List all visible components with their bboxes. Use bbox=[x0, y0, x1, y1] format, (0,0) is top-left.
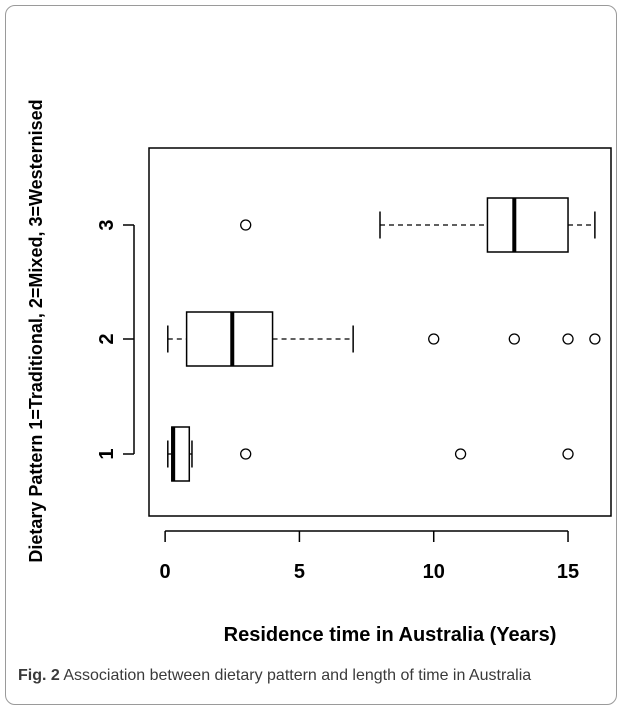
outlier-point bbox=[240, 219, 252, 231]
iqr-box bbox=[185, 311, 274, 367]
figure-caption: Fig. 2 Association between dietary patte… bbox=[18, 666, 616, 686]
y-axis-label: Dietary Pattern 1=Traditional, 2=Mixed, … bbox=[26, 99, 46, 562]
x-tick-label: 5 bbox=[294, 561, 305, 583]
boxplot-chart: 0 5 10 15 1 2 3 Residence time in Australia (Y… bbox=[26, 99, 612, 646]
outlier-point bbox=[562, 448, 574, 460]
chart-axes: 0 5 10 15 1 2 3 bbox=[96, 219, 579, 583]
x-tick-label: 10 bbox=[423, 561, 445, 583]
outlier-point bbox=[240, 448, 252, 460]
y-tick-label: 1 bbox=[96, 448, 118, 459]
x-tick-label: 0 bbox=[160, 561, 171, 583]
y-tick-label: 2 bbox=[96, 333, 118, 344]
figure-caption-text: Association between dietary pattern and … bbox=[63, 667, 532, 684]
iqr-box bbox=[486, 197, 569, 253]
chart-marks bbox=[167, 197, 601, 482]
x-axis: 0 5 10 15 bbox=[160, 530, 579, 583]
outlier-point bbox=[589, 333, 601, 345]
outlier-point bbox=[454, 448, 467, 460]
figure-caption-label: Fig. 2 bbox=[18, 667, 60, 684]
outlier-point bbox=[562, 333, 574, 345]
y-tick-label: 3 bbox=[96, 219, 118, 230]
box-group-2 bbox=[167, 311, 601, 367]
x-tick-label: 15 bbox=[557, 561, 579, 583]
plot-area bbox=[148, 147, 612, 517]
outlier-point bbox=[428, 333, 440, 345]
box-group-3 bbox=[240, 197, 596, 253]
figure-frame: 0 5 10 15 1 2 3 Residence time in Australia (Y… bbox=[5, 5, 617, 705]
outlier-point bbox=[508, 333, 520, 345]
y-axis: 1 2 3 bbox=[96, 219, 135, 460]
box-group-1 bbox=[167, 426, 574, 482]
x-axis-label: Residence time in Australia (Years) bbox=[224, 624, 557, 646]
